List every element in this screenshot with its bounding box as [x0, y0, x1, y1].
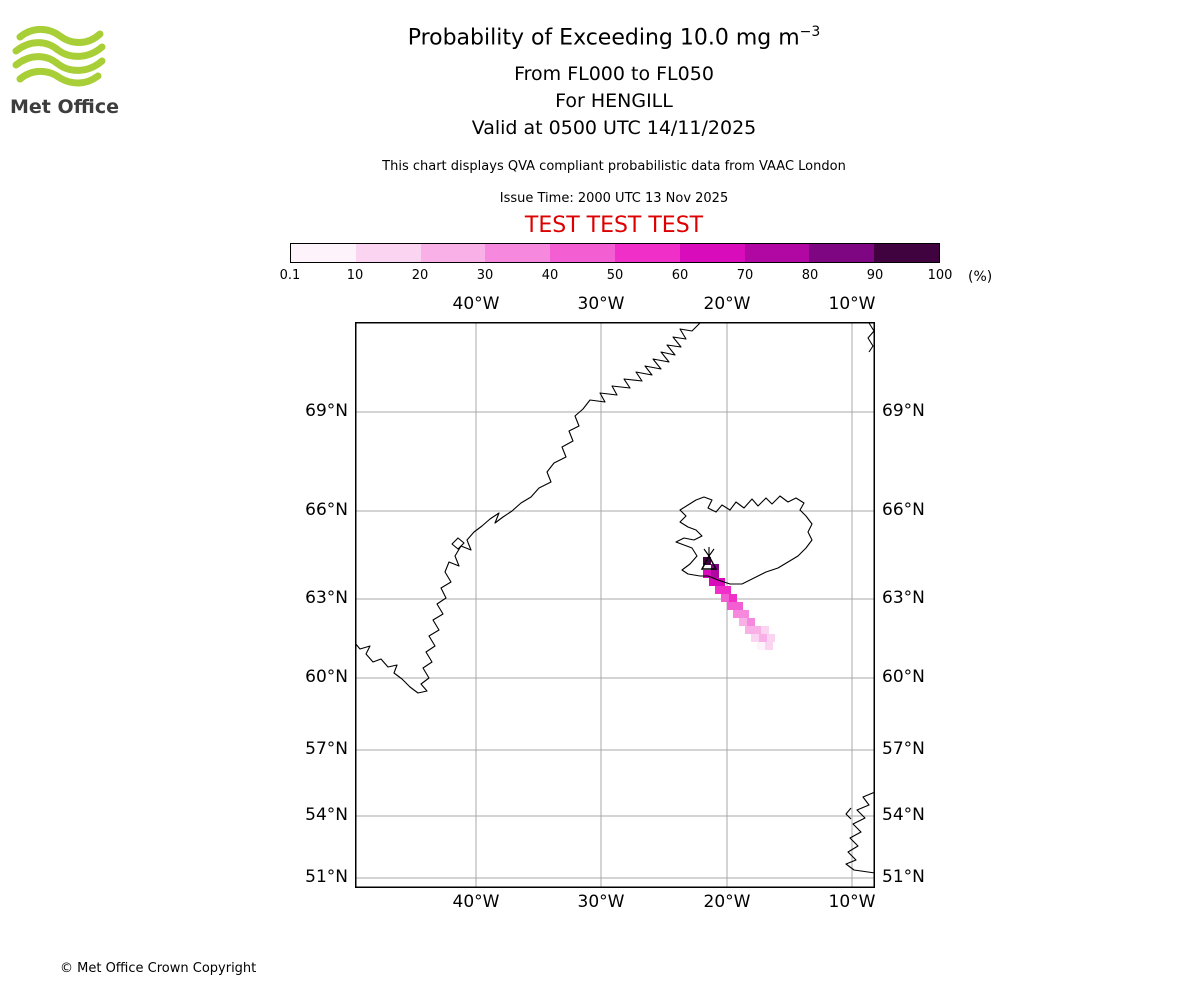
page-title-superscript: −3: [799, 24, 821, 40]
lon-label-top: 30°W: [577, 294, 625, 314]
flight-level-subtitle: From FL000 to FL050: [514, 63, 714, 85]
colorbar-legend: [290, 243, 940, 263]
colorbar-segment: [355, 244, 421, 262]
coastlines: [355, 322, 875, 874]
lat-label-right: 63°N: [882, 588, 925, 608]
colorbar-tick: 80: [801, 268, 819, 283]
plume-cell: [721, 594, 729, 602]
lat-label-left: 69°N: [305, 401, 348, 421]
colorbar-tick: 100: [927, 268, 953, 283]
plume-cell: [753, 626, 761, 634]
logo-waves-icon: [12, 25, 106, 87]
colorbar-segment: [420, 244, 486, 262]
plume-cell: [735, 602, 743, 610]
plume-cell: [723, 586, 731, 594]
colorbar-segment: [744, 244, 810, 262]
coastline-greenland: [355, 322, 701, 694]
lat-label-right: 60°N: [882, 667, 925, 687]
lon-label-bottom: 40°W: [452, 892, 500, 912]
colorbar-tick: 30: [476, 268, 494, 283]
lat-label-left: 66°N: [305, 500, 348, 520]
issue-time: Issue Time: 2000 UTC 13 Nov 2025: [499, 191, 729, 206]
plume-cell: [741, 610, 749, 618]
colorbar-segment: [550, 244, 615, 262]
colorbar-tick: 90: [866, 268, 884, 283]
plume-cell: [761, 626, 769, 634]
colorbar-tick: 10: [346, 268, 364, 283]
colorbar-segment: [679, 244, 745, 262]
lat-label-right: 66°N: [882, 500, 925, 520]
plume-cell: [747, 618, 755, 626]
qva-note: This chart displays QVA compliant probab…: [382, 159, 846, 174]
page-title-text: Probability of Exceeding 10.0 mg m: [407, 25, 800, 51]
lat-label-left: 51°N: [305, 867, 348, 887]
lon-label-bottom: 10°W: [828, 892, 876, 912]
copyright-notice: © Met Office Crown Copyright: [60, 961, 257, 976]
plume-cell: [759, 634, 767, 642]
logo-wordmark: Met Office: [10, 96, 119, 118]
page-title: Probability of Exceeding 10.0 mg m−3: [28, 24, 1200, 50]
coastline-iceland: [675, 495, 813, 585]
lat-label-left: 60°N: [305, 667, 348, 687]
met-office-logo: Met Office: [10, 25, 120, 118]
plume-cell: [729, 594, 737, 602]
lon-label-top: 10°W: [828, 294, 876, 314]
colorbar-tick: 50: [606, 268, 624, 283]
colorbar-tick: 70: [736, 268, 754, 283]
colorbar-segment: [809, 244, 875, 262]
lat-label-right: 69°N: [882, 401, 925, 421]
plume-cell: [739, 618, 747, 626]
ash-probability-plume: [703, 557, 775, 650]
coastline-ireland: [845, 791, 875, 874]
plume-cell: [757, 642, 765, 650]
graticule: [355, 322, 875, 888]
lon-label-bottom: 30°W: [577, 892, 625, 912]
plume-cell: [733, 610, 741, 618]
plume-cell: [767, 634, 775, 642]
map-border: [355, 322, 875, 888]
lon-label-top: 20°W: [703, 294, 751, 314]
lat-label-right: 54°N: [882, 805, 925, 825]
colorbar-unit: (%): [968, 269, 993, 285]
test-banner: TEST TEST TEST: [524, 213, 704, 238]
lon-label-bottom: 20°W: [703, 892, 751, 912]
colorbar-tick: 40: [541, 268, 559, 283]
plume-cell: [715, 586, 723, 594]
map-frame: [355, 322, 875, 888]
plume-cell: [745, 626, 753, 634]
plume-cell: [711, 570, 719, 578]
plume-cell: [751, 634, 759, 642]
colorbar-segment: [291, 244, 356, 262]
plume-cell: [717, 578, 725, 586]
plume-cell: [727, 602, 735, 610]
lat-label-right: 57°N: [882, 739, 925, 759]
coastline-greenland-islet: [451, 537, 465, 550]
colorbar-segment: [614, 244, 680, 262]
lat-label-right: 51°N: [882, 867, 925, 887]
plume-cell: [703, 570, 711, 578]
volcano-marker-icon: [700, 547, 718, 570]
colorbar-segment: [874, 244, 939, 262]
colorbar-segment: [485, 244, 551, 262]
volcano-subtitle: For HENGILL: [555, 90, 673, 112]
valid-time-subtitle: Valid at 0500 UTC 14/11/2025: [471, 117, 757, 139]
colorbar-tick: 0.1: [279, 268, 301, 283]
coastline-jan-mayen: [867, 322, 875, 353]
plume-cell: [709, 578, 717, 586]
plume-cell: [765, 642, 773, 650]
lat-label-left: 63°N: [305, 588, 348, 608]
lon-label-top: 40°W: [452, 294, 500, 314]
lat-label-left: 54°N: [305, 805, 348, 825]
coastline-ireland-islet: [845, 807, 852, 820]
colorbar-tick: 60: [671, 268, 689, 283]
colorbar-tick: 20: [411, 268, 429, 283]
lat-label-left: 57°N: [305, 739, 348, 759]
